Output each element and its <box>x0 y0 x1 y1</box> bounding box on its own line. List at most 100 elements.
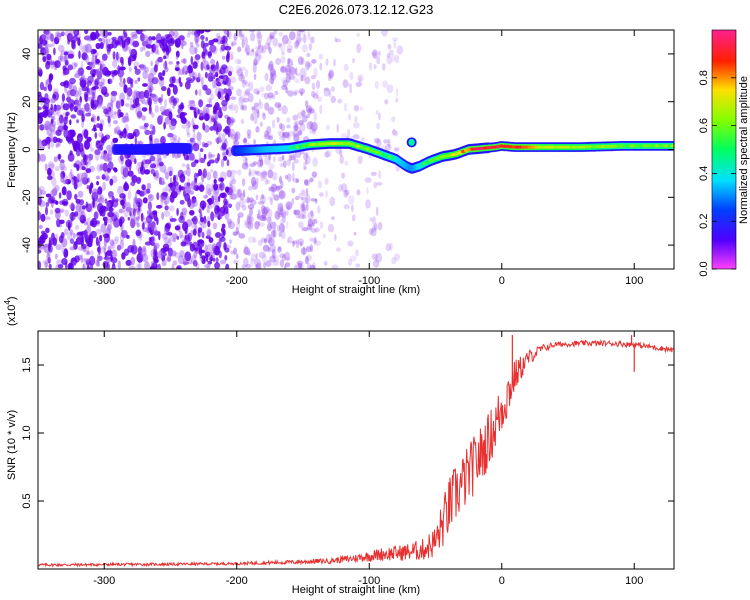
noise-speck <box>83 35 91 41</box>
noise-speck <box>216 81 222 87</box>
noise-speck <box>268 60 274 70</box>
noise-speck <box>193 107 197 117</box>
noise-speck <box>384 99 389 105</box>
x-tick-label: 0 <box>499 275 505 287</box>
noise-speck <box>214 69 218 76</box>
noise-speck <box>247 251 251 256</box>
noise-speck <box>293 209 300 216</box>
noise-speck <box>226 78 231 86</box>
noise-speck <box>311 121 318 132</box>
noise-speck <box>261 45 267 54</box>
noise-speck <box>45 30 52 40</box>
noise-speck <box>256 110 260 119</box>
noise-speck <box>251 180 258 190</box>
noise-speck <box>107 224 111 235</box>
noise-speck <box>56 259 62 266</box>
noise-speck <box>258 102 264 110</box>
noise-speck <box>254 220 260 230</box>
noise-speck <box>182 58 187 65</box>
noise-speck <box>286 256 291 261</box>
noise-speck <box>192 216 197 222</box>
noise-speck <box>84 54 90 64</box>
noise-speck <box>165 230 172 236</box>
noise-speck <box>353 231 357 236</box>
noise-speck <box>203 153 207 160</box>
noise-speck <box>169 136 177 142</box>
noise-speck <box>60 165 67 172</box>
noise-speck <box>328 69 334 79</box>
noise-speck <box>81 86 88 92</box>
noise-speck <box>66 91 72 99</box>
noise-speck <box>255 194 259 201</box>
noise-speck <box>205 187 208 197</box>
noise-speck <box>253 61 259 66</box>
noise-speck <box>228 104 233 110</box>
noise-speck <box>160 196 164 203</box>
noise-speck <box>265 260 272 267</box>
noise-speck <box>291 161 295 172</box>
noise-speck <box>353 122 360 129</box>
noise-speck <box>75 203 82 213</box>
noise-speck <box>279 253 286 259</box>
noise-speck <box>150 168 156 175</box>
noise-speck <box>91 72 96 78</box>
noise-speck <box>151 112 155 118</box>
noise-speck <box>343 189 349 198</box>
spectrogram-noise <box>38 30 404 269</box>
noise-speck <box>304 194 311 204</box>
noise-speck <box>135 229 142 237</box>
noise-speck <box>151 36 156 41</box>
noise-speck <box>319 104 323 115</box>
noise-speck <box>44 261 48 269</box>
noise-speck <box>313 67 318 77</box>
noise-speck <box>303 166 307 170</box>
noise-speck <box>298 129 302 136</box>
noise-speck <box>177 169 184 179</box>
noise-speck <box>374 222 378 231</box>
noise-speck <box>283 131 290 139</box>
noise-speck <box>232 174 235 181</box>
noise-speck <box>135 30 143 35</box>
noise-speck <box>213 183 219 191</box>
noise-speck <box>230 40 237 46</box>
noise-speck <box>190 56 194 65</box>
noise-speck <box>298 221 304 229</box>
noise-speck <box>200 61 204 71</box>
noise-speck <box>246 213 251 224</box>
noise-speck <box>220 44 226 51</box>
noise-speck <box>281 77 287 84</box>
noise-speck <box>293 133 300 143</box>
noise-speck <box>284 251 291 261</box>
noise-speck <box>38 185 45 191</box>
noise-speck <box>287 90 294 97</box>
noise-speck <box>85 251 91 256</box>
noise-speck <box>152 94 159 103</box>
noise-speck <box>230 193 237 200</box>
noise-speck <box>114 128 117 135</box>
noise-speck <box>107 245 112 251</box>
noise-speck <box>154 105 159 113</box>
noise-speck <box>50 97 56 104</box>
noise-speck <box>76 231 84 236</box>
noise-speck <box>245 44 250 54</box>
noise-speck <box>270 74 275 85</box>
noise-speck <box>281 132 286 142</box>
noise-speck <box>39 153 47 162</box>
noise-speck <box>255 177 259 184</box>
noise-speck <box>225 95 230 102</box>
noise-speck <box>161 86 167 92</box>
noise-speck <box>259 86 265 93</box>
ridge-peak <box>562 145 567 149</box>
noise-speck <box>118 112 124 118</box>
noise-speck <box>368 228 374 236</box>
noise-speck <box>200 221 207 229</box>
noise-speck <box>259 158 264 167</box>
noise-speck <box>279 206 284 216</box>
colorbar-tick-label: 0.2 <box>698 214 710 229</box>
noise-speck <box>86 84 90 92</box>
noise-speck <box>296 111 303 119</box>
noise-speck <box>392 129 396 136</box>
noise-speck <box>371 50 378 57</box>
noise-speck <box>188 99 195 105</box>
noise-speck <box>76 173 80 181</box>
